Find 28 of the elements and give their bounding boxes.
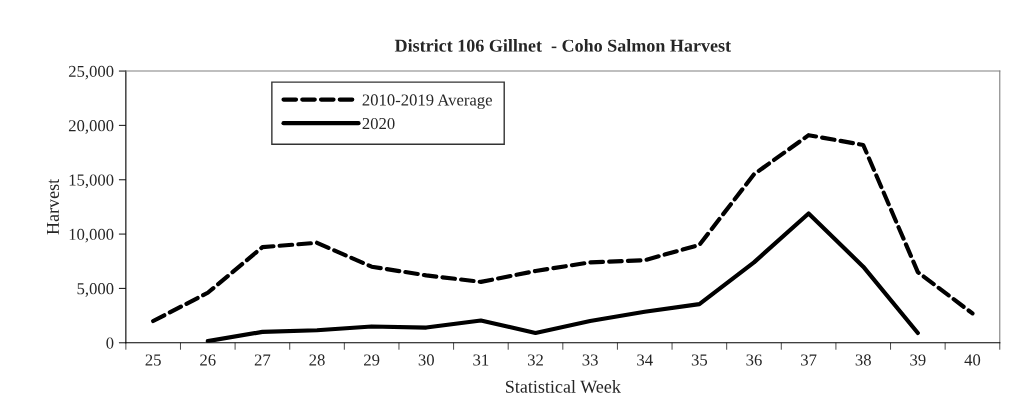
x-tick-label: 40 [964, 354, 981, 366]
x-tick-label: 31 [473, 354, 489, 366]
legend-label: 2010-2019 Average [362, 94, 492, 110]
x-tick-label: 36 [746, 354, 762, 366]
y-tick-label: 25,000 [68, 65, 114, 80]
y-axis-title: Harvest [47, 178, 59, 235]
y-tick-label: 15,000 [69, 174, 114, 189]
legend-label: 2020 [362, 117, 395, 130]
line-series [151, 133, 975, 324]
x-tick-label: 30 [418, 354, 434, 366]
x-tick-label: 39 [910, 354, 926, 366]
x-tick-label: 29 [364, 354, 380, 366]
x-tick-label: 26 [200, 354, 216, 366]
x-tick-label: 32 [527, 354, 543, 366]
y-tick-label: 5,000 [77, 283, 114, 297]
y-tick-label: 0 [106, 337, 114, 349]
y-tick-label: 20,000 [68, 120, 114, 134]
x-tick-label: 38 [855, 354, 871, 366]
x-tick-label: 28 [309, 354, 325, 366]
x-tick-label: 35 [691, 354, 708, 366]
x-tick-label: 37 [801, 354, 817, 366]
x-tick-label: 34 [637, 354, 653, 366]
x-tick-label: 27 [254, 354, 271, 366]
chart-title: District 106 Gillnet - Coho Salmon Harvest [394, 39, 731, 52]
y-tick-label: 10,000 [69, 228, 114, 243]
x-axis-title: Statistical Week [505, 380, 621, 393]
x-tick-label: 25 [145, 354, 161, 366]
x-tick-label: 33 [582, 354, 598, 366]
